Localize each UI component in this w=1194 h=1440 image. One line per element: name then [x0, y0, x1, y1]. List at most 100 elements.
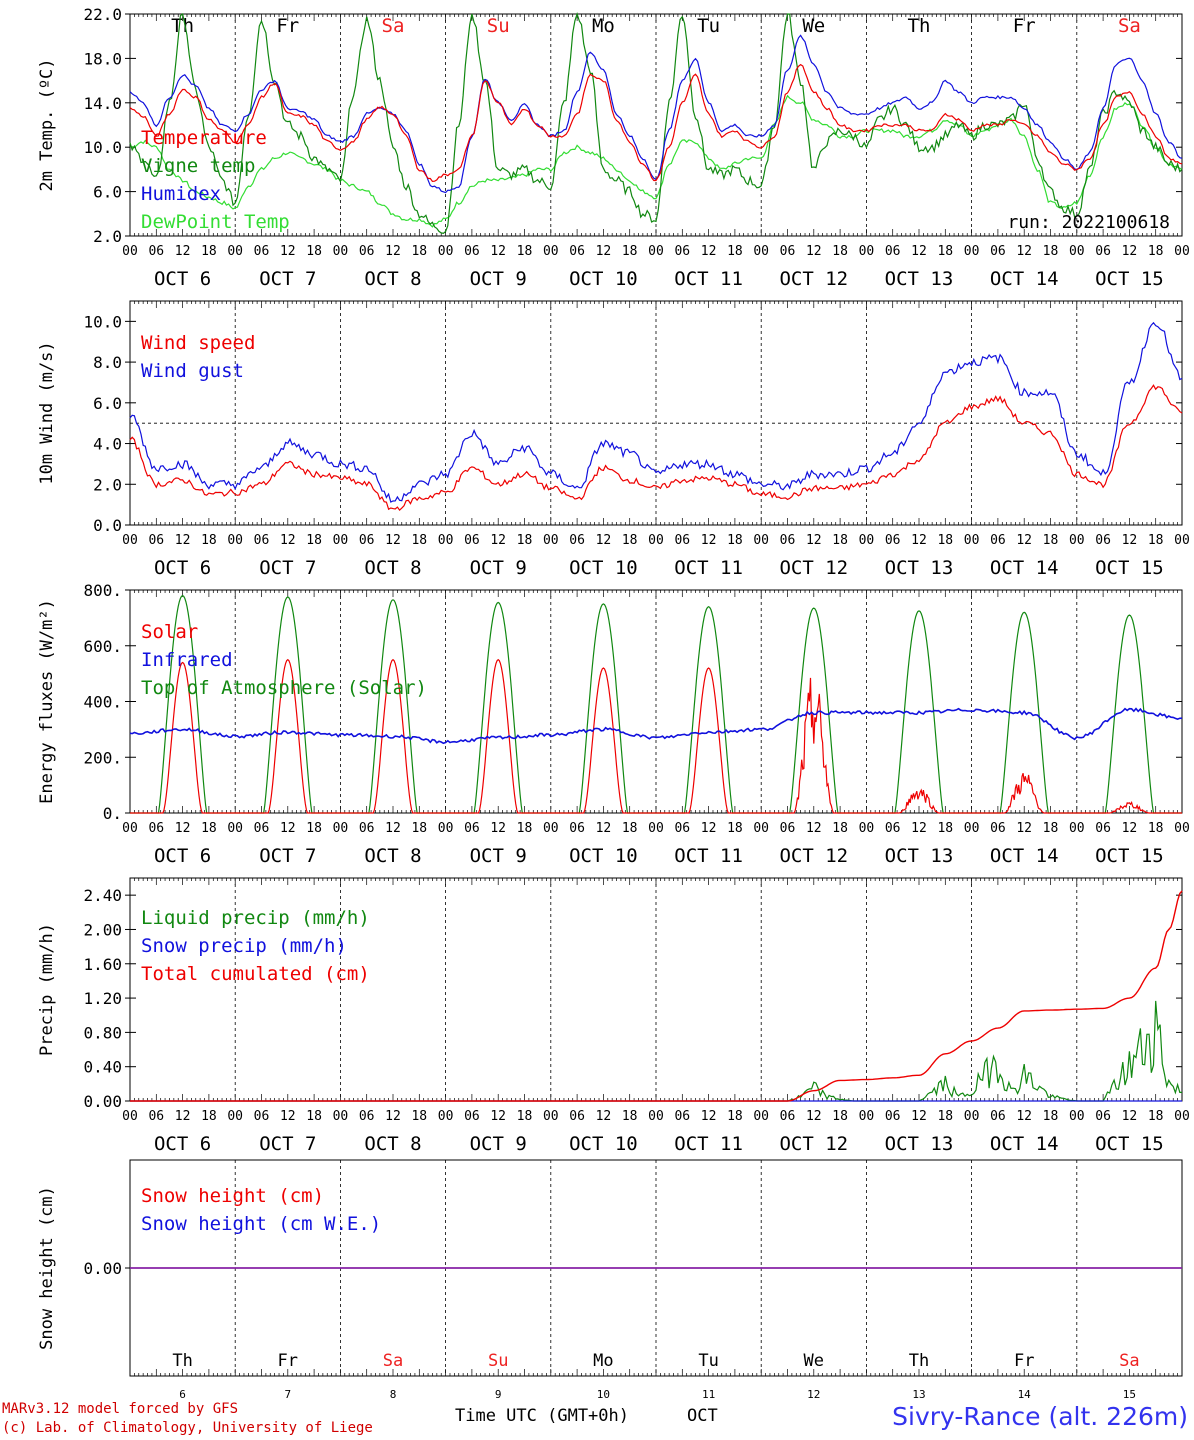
- hour-label: 18: [1148, 244, 1164, 259]
- hour-label: 06: [359, 244, 375, 259]
- hour-label: 12: [806, 533, 822, 548]
- hour-label: 12: [280, 821, 296, 836]
- hour-label: 06: [148, 821, 164, 836]
- legend-snow-height-cm: Snow height (cm): [141, 1185, 324, 1207]
- hour-label: 12: [385, 821, 401, 836]
- date-label: OCT 7: [259, 268, 316, 290]
- series-wind-speed: [129, 384, 1183, 511]
- hour-label: 06: [254, 244, 270, 259]
- legend-dewpoint-temp: DewPoint Temp: [141, 211, 290, 233]
- weekday-label: Su: [487, 15, 510, 37]
- hour-label: 12: [911, 244, 927, 259]
- hour-label: 06: [464, 821, 480, 836]
- hour-label: 00: [1069, 1109, 1085, 1124]
- hour-label: 12: [1122, 533, 1138, 548]
- hour-label: 18: [306, 244, 322, 259]
- hour-label: 18: [832, 244, 848, 259]
- hour-label: 00: [648, 1109, 664, 1124]
- legend-humidex: Humidex: [141, 183, 221, 205]
- hour-label: 06: [885, 821, 901, 836]
- weekday-label: Fr: [1013, 15, 1036, 37]
- panel-4: 0.00 0.40 0.80 1.20 1.60 2.00 2.40 Precip (mm/h…: [37, 877, 1190, 1155]
- legend-top-of-atmosphere-solar: Top of Atmosphere (Solar): [141, 677, 427, 699]
- legend-infrared: Infrared: [141, 649, 233, 671]
- hour-label: 00: [859, 821, 875, 836]
- date-label: OCT 6: [154, 557, 211, 579]
- hour-label: 18: [622, 821, 638, 836]
- date-label: OCT 14: [990, 1133, 1059, 1155]
- hour-label: 00: [753, 821, 769, 836]
- day-number-label: 8: [390, 1388, 397, 1401]
- hour-label: 00: [964, 533, 980, 548]
- hour-label: 00: [648, 244, 664, 259]
- hour-label: 18: [1148, 821, 1164, 836]
- hour-label: 06: [780, 821, 796, 836]
- hour-label: 00: [438, 1109, 454, 1124]
- series-liquid-precip-mm-h: [130, 1000, 1182, 1102]
- y-tick-label: 22.0: [83, 5, 122, 24]
- date-label: OCT 7: [259, 1133, 316, 1155]
- date-label: OCT 9: [470, 557, 527, 579]
- date-label: OCT 15: [1095, 1133, 1164, 1155]
- date-label: OCT 9: [470, 845, 527, 867]
- hour-label: 06: [990, 533, 1006, 548]
- date-label: OCT 13: [885, 1133, 954, 1155]
- station-name: Sivry-Rance (alt. 226m): [892, 1402, 1188, 1431]
- hour-label: 18: [832, 1109, 848, 1124]
- hour-label: 06: [885, 1109, 901, 1124]
- hour-label: 06: [1095, 244, 1111, 259]
- hour-label: 12: [806, 821, 822, 836]
- legend-wind-speed: Wind speed: [141, 332, 255, 354]
- date-label: OCT 15: [1095, 845, 1164, 867]
- date-label: OCT 10: [569, 845, 638, 867]
- date-label: OCT 11: [674, 1133, 743, 1155]
- hour-label: 00: [964, 821, 980, 836]
- time-axis-month: OCT: [687, 1406, 718, 1426]
- hour-label: 12: [1016, 533, 1032, 548]
- weekday-label: Fr: [1014, 1351, 1034, 1371]
- hour-label: 00: [964, 244, 980, 259]
- date-label: OCT 13: [885, 845, 954, 867]
- hour-label: 06: [990, 1109, 1006, 1124]
- hour-label: 12: [596, 244, 612, 259]
- hour-label: 18: [411, 1109, 427, 1124]
- y-tick-label: 0.0: [93, 516, 122, 535]
- hour-label: 06: [674, 1109, 690, 1124]
- time-axis-label: Time UTC (GMT+0h): [455, 1406, 629, 1426]
- hour-label: 12: [1016, 821, 1032, 836]
- hour-label: 00: [333, 1109, 349, 1124]
- weekday-label: Fr: [278, 1351, 298, 1371]
- hour-label: 00: [543, 244, 559, 259]
- y-tick-label: 6.0: [93, 394, 122, 413]
- hour-label: 00: [859, 533, 875, 548]
- hour-label: 18: [517, 1109, 533, 1124]
- hour-label: 12: [175, 244, 191, 259]
- hour-label: 06: [990, 244, 1006, 259]
- hour-label: 06: [1095, 821, 1111, 836]
- hour-label: 12: [490, 1109, 506, 1124]
- date-label: OCT 8: [364, 1133, 421, 1155]
- y-tick-label: 0.00: [83, 1092, 122, 1111]
- hour-label: 00: [122, 821, 138, 836]
- date-label: OCT 8: [364, 268, 421, 290]
- hour-label: 18: [411, 244, 427, 259]
- hour-label: 06: [674, 821, 690, 836]
- legend-snow-height-cm-w-e: Snow height (cm W.E.): [141, 1213, 381, 1235]
- hour-label: 18: [1043, 533, 1059, 548]
- date-label: OCT 14: [990, 845, 1059, 867]
- hour-label: 06: [359, 533, 375, 548]
- hour-label: 00: [859, 244, 875, 259]
- plot-frame: [129, 300, 1183, 526]
- hour-label: 00: [227, 1109, 243, 1124]
- hour-label: 18: [306, 821, 322, 836]
- hour-label: 06: [569, 533, 585, 548]
- hour-label: 18: [832, 821, 848, 836]
- hour-label: 00: [1069, 821, 1085, 836]
- hour-label: 18: [727, 244, 743, 259]
- day-number-label: 11: [702, 1388, 715, 1401]
- series-solar: [130, 658, 1182, 814]
- date-label: OCT 12: [779, 845, 848, 867]
- hour-label: 06: [885, 244, 901, 259]
- date-label: OCT 10: [569, 268, 638, 290]
